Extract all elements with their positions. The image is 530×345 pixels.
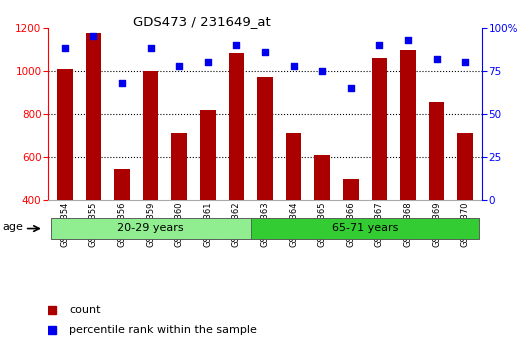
Point <box>261 49 269 55</box>
Bar <box>343 179 359 200</box>
Point <box>461 59 470 65</box>
Point <box>60 46 69 51</box>
Point <box>89 33 98 39</box>
Bar <box>200 110 216 200</box>
Text: percentile rank within the sample: percentile rank within the sample <box>69 325 257 335</box>
Point <box>232 42 241 48</box>
Bar <box>50 218 251 239</box>
Point <box>404 37 412 42</box>
Bar <box>400 50 416 200</box>
Bar <box>257 77 273 200</box>
Bar <box>251 218 480 239</box>
Point <box>289 63 298 68</box>
Point <box>146 46 155 51</box>
Point <box>347 85 355 91</box>
Bar <box>171 133 187 200</box>
Point <box>118 80 126 86</box>
Point <box>204 59 212 65</box>
Bar <box>57 69 73 200</box>
Bar <box>286 133 302 200</box>
Text: 20-29 years: 20-29 years <box>117 223 184 233</box>
Point <box>318 68 326 73</box>
Bar <box>114 169 130 200</box>
Text: age: age <box>2 222 23 232</box>
Bar <box>314 155 330 200</box>
Point <box>375 42 384 48</box>
Bar <box>457 133 473 200</box>
Text: GDS473 / 231649_at: GDS473 / 231649_at <box>132 16 270 29</box>
Bar <box>429 102 445 200</box>
Bar <box>372 58 387 200</box>
Text: 65-71 years: 65-71 years <box>332 223 398 233</box>
Bar <box>85 33 101 200</box>
Bar <box>143 71 158 200</box>
Bar <box>228 53 244 200</box>
Point <box>432 56 441 61</box>
Point <box>175 63 183 68</box>
Text: count: count <box>69 305 101 315</box>
